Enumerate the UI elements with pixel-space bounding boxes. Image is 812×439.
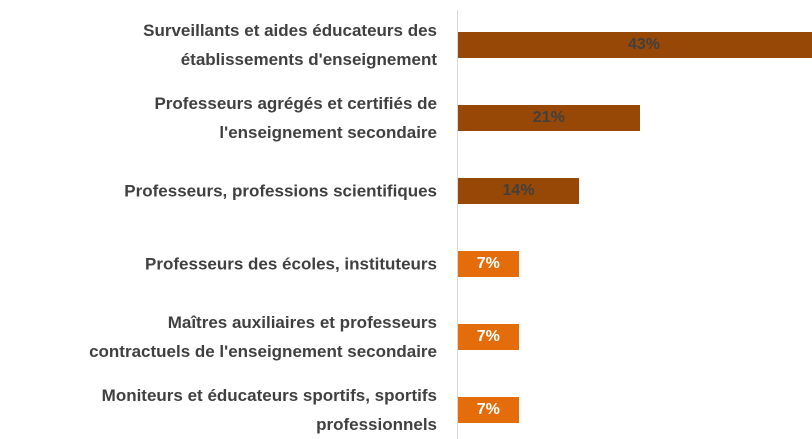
category-label: Professeurs, professions scientifiques <box>124 181 437 201</box>
bar <box>458 251 519 277</box>
bar <box>458 105 640 131</box>
category-label: Maîtres auxiliaires et professeurs contr… <box>89 313 437 361</box>
category-label: Professeurs agrégés et certifiés de l'en… <box>154 94 437 142</box>
category-label: Professeurs des écoles, instituteurs <box>145 254 437 274</box>
value-label: 7% <box>476 255 500 272</box>
bar <box>458 397 519 423</box>
value-label: 7% <box>476 328 500 345</box>
bar <box>458 324 519 350</box>
axis-line <box>457 10 458 439</box>
bar <box>458 178 580 204</box>
value-label: 43% <box>627 36 660 53</box>
value-label: 14% <box>502 182 535 199</box>
value-label: 21% <box>532 109 565 126</box>
category-label: Moniteurs et éducateurs sportifs, sporti… <box>101 386 437 434</box>
bar <box>458 32 812 58</box>
category-label: Surveillants et aides éducateurs des éta… <box>143 21 437 69</box>
value-label: 7% <box>476 401 500 418</box>
